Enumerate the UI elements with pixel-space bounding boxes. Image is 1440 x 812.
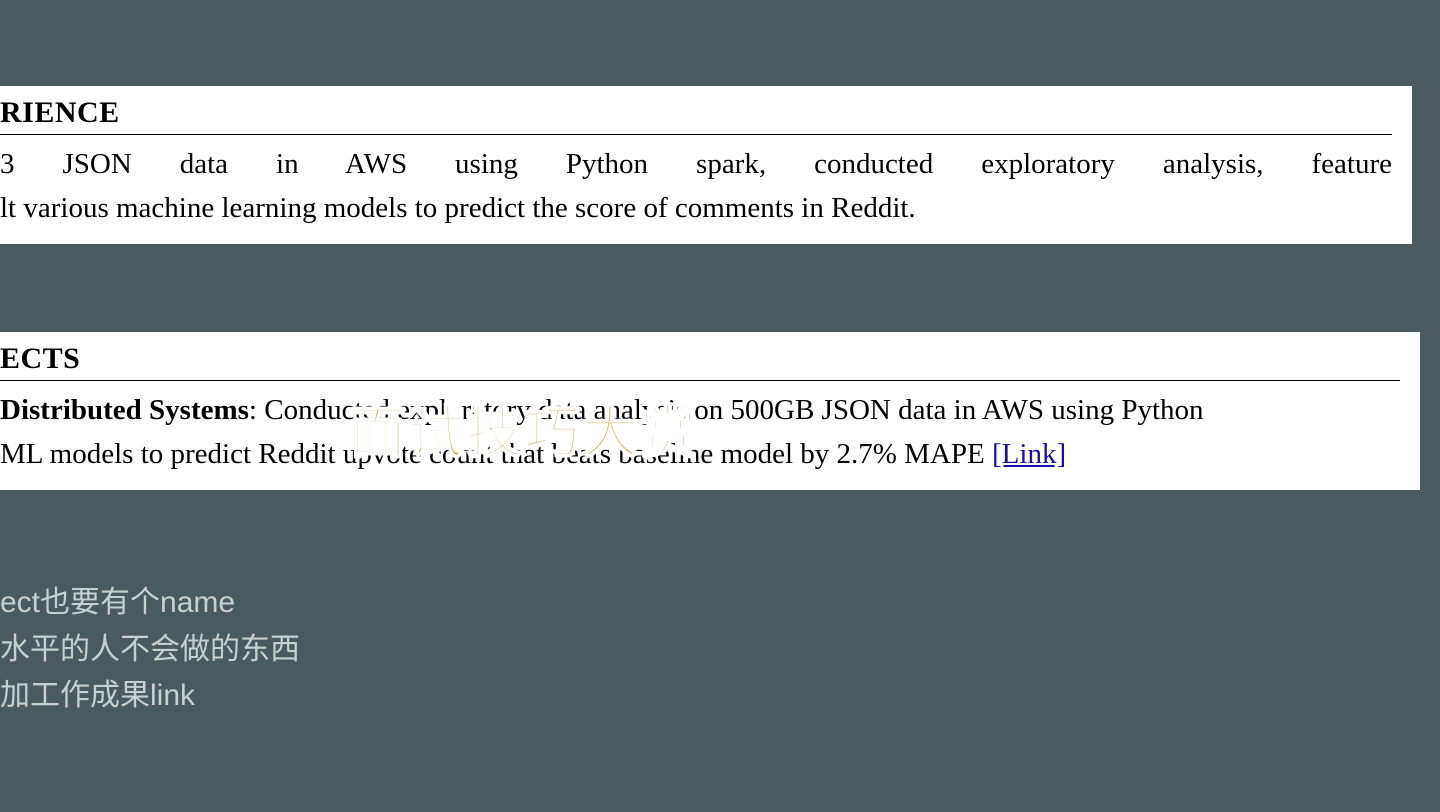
experience-heading: RIENCE [0, 96, 1392, 135]
notes-line-3: 加工作成果link [0, 673, 300, 720]
projects-line-1: Distributed Systems: Conducted explorato… [0, 389, 1400, 433]
project-link[interactable]: [Link] [992, 438, 1066, 470]
projects-block: ECTS Distributed Systems: Conducted expl… [0, 332, 1420, 490]
projects-bold-label: Distributed Systems [0, 394, 249, 426]
notes-block: ect也要有个name 水平的人不会做的东西 加工作成果link [0, 580, 300, 720]
projects-heading: ECTS [0, 342, 1400, 381]
notes-line-1: ect也要有个name [0, 580, 300, 627]
experience-block: RIENCE 3 JSON data in AWS using Python s… [0, 86, 1412, 244]
overlay-title: 面试技巧大赏 [350, 388, 698, 469]
experience-line-2: lt various machine learning models to pr… [0, 187, 1392, 231]
experience-line-1: 3 JSON data in AWS using Python spark, c… [0, 143, 1392, 187]
projects-line-2: ML models to predict Reddit upvote count… [0, 433, 1400, 477]
notes-line-2: 水平的人不会做的东西 [0, 627, 300, 674]
